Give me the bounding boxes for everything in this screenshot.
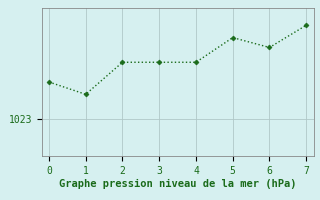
X-axis label: Graphe pression niveau de la mer (hPa): Graphe pression niveau de la mer (hPa) — [59, 179, 296, 189]
